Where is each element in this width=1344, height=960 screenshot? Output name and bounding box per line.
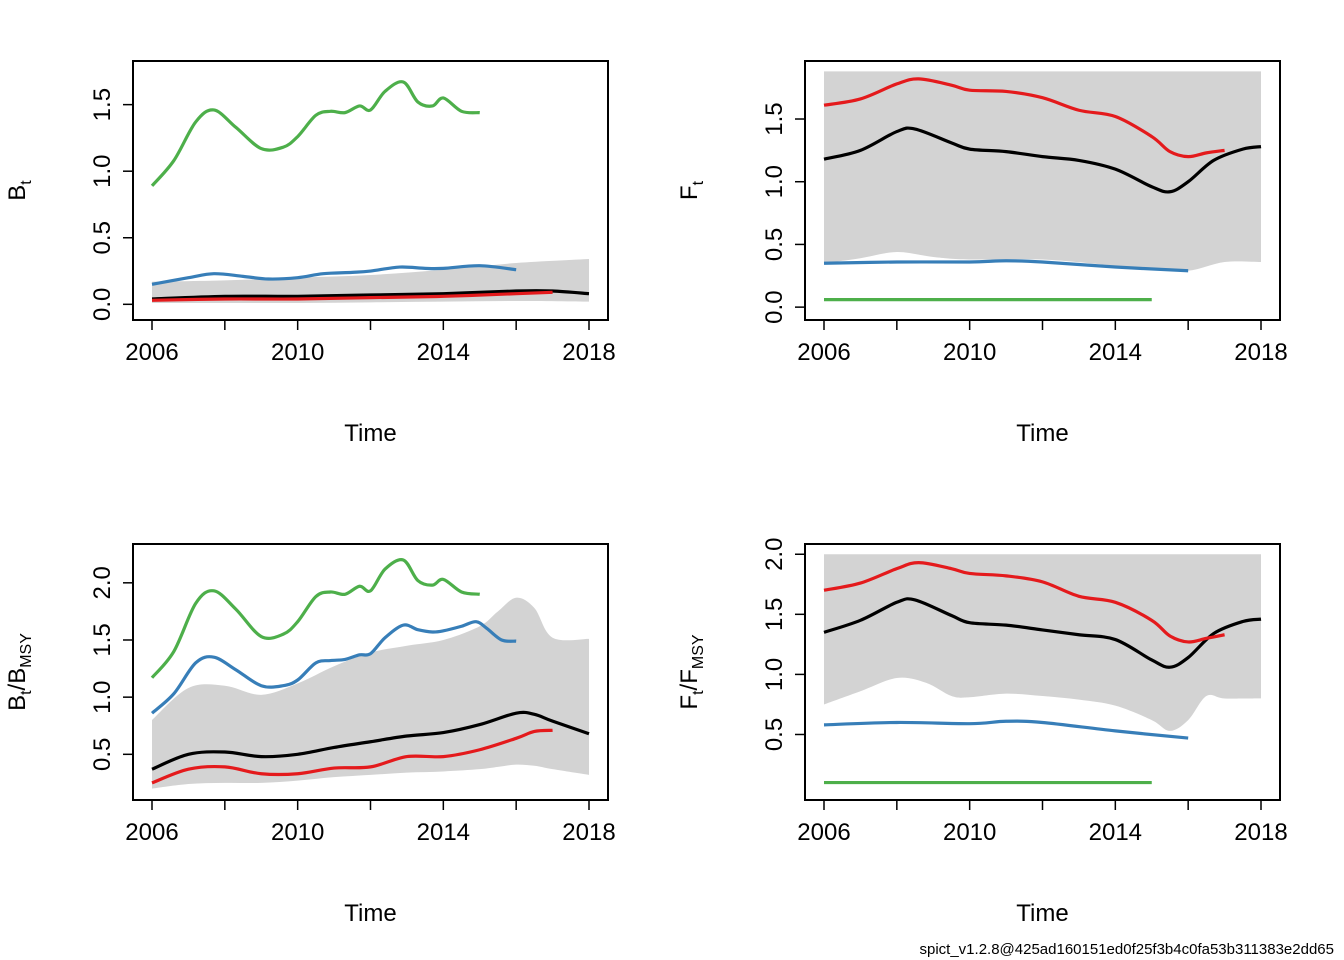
series-line-black (151, 289, 590, 301)
x-tick-label: 2014 (1089, 819, 1142, 846)
y-tick-label: 2.0 (89, 566, 116, 599)
x-tick-label: 2006 (125, 339, 178, 366)
series-line-black (823, 597, 1262, 669)
y-tick-label: 0.0 (761, 290, 788, 323)
x-tick-label: 2010 (943, 339, 996, 366)
y-axis-label: Ft (676, 180, 707, 200)
y-tick-label: 0.5 (89, 221, 116, 254)
x-tick-label: 2018 (562, 339, 615, 366)
x-tick-label: 2010 (271, 819, 324, 846)
y-tick-label: 1.0 (761, 165, 788, 198)
x-tick-label: 2014 (1089, 339, 1142, 366)
x-tick-label: 2018 (562, 819, 615, 846)
y-tick-label: 1.0 (89, 155, 116, 188)
panel-2: 2006 2010 2014 2018 0.0 0.5 1.0 1.5 Time Ft (676, 60, 1288, 447)
y-tick-label: 1.0 (761, 658, 788, 691)
series-line-red (151, 290, 553, 302)
y-axis-label: Bt (4, 180, 35, 201)
y-tick-label: 1.5 (761, 598, 788, 631)
x-tick-label: 2006 (125, 819, 178, 846)
confidence-band (824, 71, 1261, 272)
series-line-black (151, 710, 590, 771)
series-line-blue (150, 620, 517, 715)
panel-1: 2006 2010 2014 2018 0.0 0.5 1.0 1.5 Time Bt (4, 60, 616, 447)
series-line-red (823, 77, 1225, 159)
y-axis-label: Ft/FMSY (676, 634, 707, 709)
series-line-blue (151, 264, 517, 286)
x-tick-label: 2014 (417, 339, 470, 366)
series-line-green (150, 558, 480, 679)
x-axis-label: Time (1016, 420, 1068, 447)
x-tick-label: 2010 (943, 819, 996, 846)
y-tick-label: 1.0 (89, 680, 116, 713)
y-tick-label: 0.5 (761, 228, 788, 261)
x-tick-label: 2014 (417, 819, 470, 846)
y-tick-label: 0.0 (89, 288, 116, 321)
x-tick-label: 2018 (1234, 819, 1287, 846)
x-axis-label: Time (344, 900, 396, 927)
y-tick-label: 1.5 (89, 623, 116, 656)
y-tick-label: 2.0 (761, 538, 788, 571)
x-tick-label: 2010 (271, 339, 324, 366)
y-tick-label: 0.5 (89, 738, 116, 771)
x-tick-label: 2006 (797, 339, 850, 366)
series-line-red (823, 561, 1225, 644)
confidence-band (152, 597, 589, 789)
panel-3: 2006 2010 2014 2018 0.5 1.0 1.5 2.0 Time Bt/BMSY (4, 543, 616, 927)
y-tick-label: 1.5 (761, 102, 788, 135)
footer-version-text: spict_v1.2.8@425ad160151ed0f25f3b4c0fa53… (919, 941, 1335, 958)
series-line-blue (823, 719, 1189, 740)
x-tick-label: 2006 (797, 819, 850, 846)
y-axis-label: Bt/BMSY (4, 633, 35, 711)
x-tick-label: 2018 (1234, 339, 1287, 366)
y-tick-label: 1.5 (89, 88, 116, 121)
y-tick-label: 0.5 (761, 718, 788, 751)
series-line-black (823, 126, 1262, 194)
x-axis-label: Time (344, 420, 396, 447)
x-axis-label: Time (1016, 900, 1068, 927)
confidence-band (824, 554, 1261, 731)
series-line-blue (823, 259, 1189, 273)
panel-4: 2006 2010 2014 2018 0.5 1.0 1.5 2.0 Time Ft/FMSY (676, 538, 1288, 927)
series-line-green (150, 80, 480, 187)
series-line-red (151, 728, 553, 785)
